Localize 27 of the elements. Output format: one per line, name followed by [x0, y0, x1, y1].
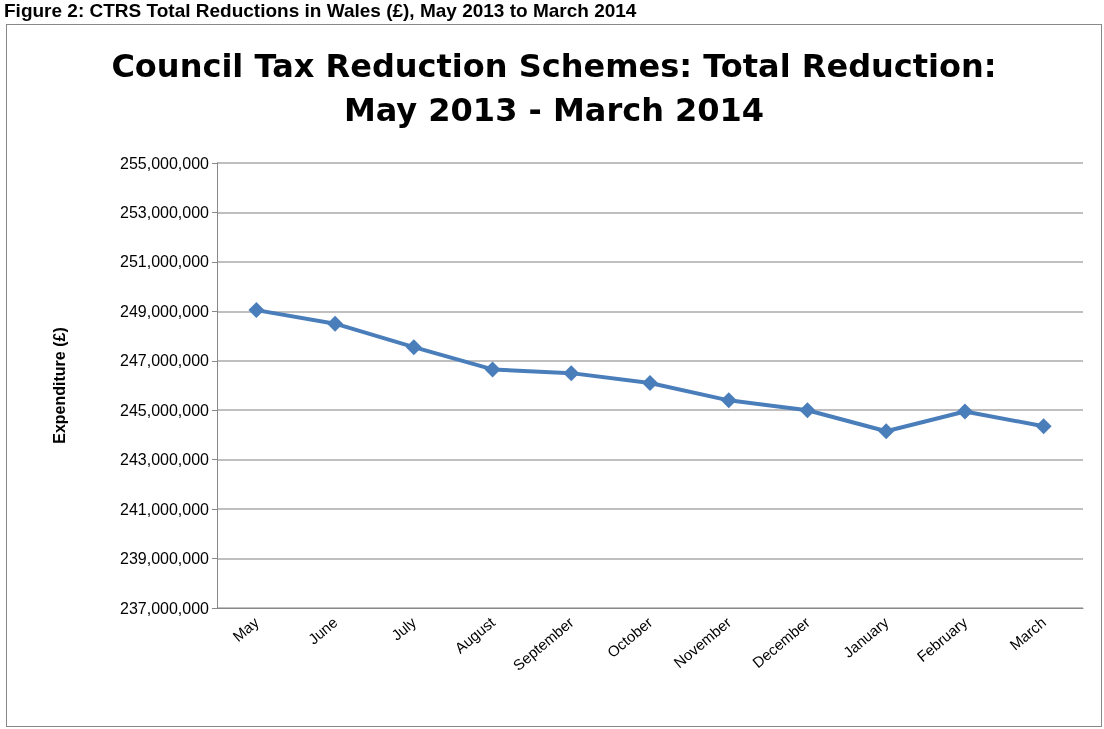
y-tick-label: 241,000,000	[120, 500, 210, 518]
y-tick-label: 251,000,000	[120, 253, 210, 271]
point	[720, 392, 737, 409]
point	[642, 375, 658, 392]
y-axis-title: Expenditure (£)	[50, 327, 68, 444]
caption: Figure 2: CTRS Total Reductions in Wales (£), May 2013 to March 2014	[4, 0, 637, 22]
point	[799, 402, 816, 419]
y-tick-label: 243,000,000	[120, 451, 210, 469]
y-tick-label: 239,000,000	[120, 550, 210, 568]
point	[484, 361, 501, 378]
x-tick-label: May	[229, 613, 263, 645]
y-tick-label: 247,000,000	[120, 352, 210, 370]
y-tick-label: 255,000,000	[120, 154, 210, 172]
point	[248, 302, 265, 319]
point	[1035, 418, 1052, 435]
chart-title: Council Tax Reduction Schemes: Total Reduction: May 2013 - March 2014	[111, 47, 997, 129]
point	[956, 403, 973, 420]
y-tick-label: 249,000,000	[120, 302, 210, 320]
point	[327, 315, 344, 332]
point	[563, 365, 580, 382]
y-tick-label: 253,000,000	[120, 203, 210, 221]
point	[878, 423, 895, 440]
point	[405, 339, 422, 356]
y-tick-label: 245,000,000	[120, 401, 210, 419]
x-tick-label: June	[304, 613, 341, 648]
y-tick-label: 237,000,000	[120, 599, 210, 617]
x-tick-label: July	[387, 613, 420, 644]
